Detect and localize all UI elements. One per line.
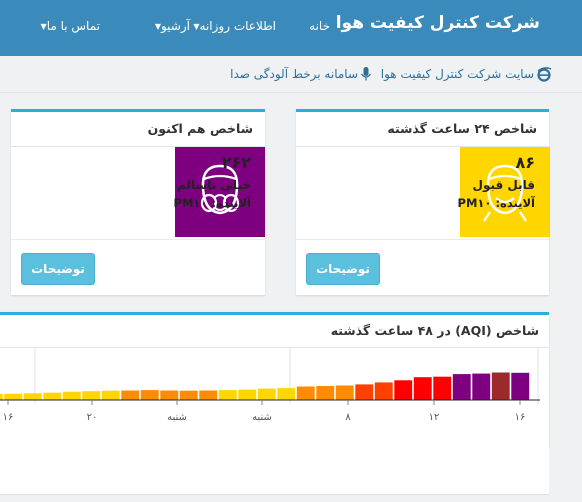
card-now-index: شاخص هم اکنون ۲۶۲ خیلی ناسالم آلاینده: P… [11, 109, 265, 295]
aqi-status: قابل قبول [472, 178, 535, 192]
x-tick-label: ۱۲ [429, 412, 440, 423]
x-tick-label: ۱۶ [515, 412, 526, 423]
chart-bar[interactable] [43, 392, 62, 400]
caret-down-icon: ▼ [154, 22, 161, 31]
card-24h-index: شاخص ۲۴ ساعت گذشته ۸۶ قابل قبول آلاینده:… [296, 109, 550, 295]
chart-bar[interactable] [472, 373, 491, 400]
aqi-bar-chart: ۱۶ ۱۲ ۸ شنبه شنبه ۲۰ ۱۶ [0, 348, 540, 423]
chart-bar[interactable] [433, 376, 452, 400]
nav-archive[interactable]: آرشیو▼ [153, 19, 190, 33]
caret-down-icon: ▼ [193, 22, 200, 31]
noise-system-label: سامانه برخط آلودگی صدا [230, 67, 358, 81]
card-24h-body: ۸۶ قابل قبول آلاینده: PM۱۰ [296, 147, 550, 240]
card-now-title: شاخص هم اکنون [11, 112, 265, 147]
nav-home-label: خانه [309, 19, 330, 33]
nav-archive-label: آرشیو [160, 19, 190, 33]
microphone-icon [360, 67, 372, 81]
company-site-label: سایت شرکت کنترل کیفیت هوا [380, 67, 534, 81]
details-button[interactable]: توضیحات [21, 253, 95, 285]
chart-bar[interactable] [374, 382, 393, 400]
chart-bar[interactable] [160, 390, 179, 401]
aqi-color-tile [460, 147, 550, 237]
chart-bar[interactable] [238, 389, 257, 400]
nav-daily-info-label: اطلاعات روزانه [199, 19, 276, 33]
card-now-body: ۲۶۲ خیلی ناسالم آلاینده: PM۱۰ [11, 147, 265, 240]
chart-bar[interactable] [296, 386, 315, 401]
chart-bar[interactable] [140, 390, 159, 400]
details-button[interactable]: توضیحات [306, 253, 380, 285]
chart-bar[interactable] [277, 388, 296, 400]
face-smile-icon [483, 164, 527, 222]
chart-bar[interactable] [355, 384, 374, 400]
card-24h-info: ۸۶ قابل قبول آلاینده: PM۱۰ [458, 153, 535, 210]
nav-contact-label: تماس با ما [46, 19, 100, 33]
x-tick-label: ۲۰ [87, 412, 98, 423]
aqi-status: خیلی ناسالم [177, 178, 251, 192]
chart-bar[interactable] [82, 391, 101, 400]
chart-bar[interactable] [394, 380, 413, 400]
nav-daily-info[interactable]: اطلاعات روزانه▼ [191, 19, 276, 33]
brand-title[interactable]: شرکت کنترل کیفیت هوا [335, 13, 540, 33]
chart-bar[interactable] [4, 393, 23, 400]
aqi-48h-chart-card: شاخص (AQI) در ۴۸ ساعت گذشته ۱۶ ۱۲ ۸ شنبه شنب… [0, 312, 549, 447]
chart-title: شاخص (AQI) در ۴۸ ساعت گذشته [0, 315, 549, 348]
aqi-color-tile [175, 147, 265, 237]
aqi-value: ۸۶ [515, 153, 535, 172]
gas-mask-icon [200, 164, 240, 215]
card-now-info: ۲۶۲ خیلی ناسالم آلاینده: PM۱۰ [174, 153, 251, 210]
nav-home[interactable]: خانه [309, 19, 330, 33]
internet-explorer-icon [537, 67, 552, 82]
chart-bar[interactable] [491, 372, 510, 401]
chart-bar[interactable] [23, 393, 42, 400]
aqi-value: ۲۶۲ [221, 153, 251, 172]
x-tick-label: شنبه [167, 412, 187, 423]
pollutant-label: آلاینده: PM۱۰ [173, 196, 251, 210]
top-navbar: شرکت کنترل کیفیت هوا خانه اطلاعات روزانه… [0, 0, 582, 56]
x-tick-label: ۱۶ [3, 412, 14, 423]
x-tick-label: شنبه [252, 412, 272, 423]
chart-bar[interactable] [413, 377, 432, 400]
chart-bar[interactable] [0, 394, 3, 400]
chart-bar[interactable] [199, 390, 218, 401]
chart-bar[interactable] [511, 372, 530, 400]
chart-bar[interactable] [316, 386, 335, 400]
pollutant-label: آلاینده: PM۱۰ [457, 196, 535, 210]
noise-system-link[interactable]: سامانه برخط آلودگی صدا [230, 66, 372, 82]
nav-contact[interactable]: تماس با ما▼ [39, 19, 100, 33]
chart-bar[interactable] [179, 390, 198, 400]
chart-bar[interactable] [452, 374, 471, 400]
company-site-link[interactable]: سایت شرکت کنترل کیفیت هوا [381, 66, 552, 82]
chart-bar[interactable] [62, 391, 81, 400]
caret-down-icon: ▼ [40, 22, 47, 31]
chart-bar[interactable] [257, 388, 276, 400]
chart-bar[interactable] [335, 385, 354, 401]
chart-bar[interactable] [121, 390, 140, 401]
bottom-panel [0, 446, 549, 495]
chart-bar[interactable] [101, 390, 120, 400]
x-tick-label: ۸ [345, 412, 351, 423]
card-24h-title: شاخص ۲۴ ساعت گذشته [296, 112, 549, 147]
sub-navigation: سایت شرکت کنترل کیفیت هوا سامانه برخط آل… [0, 56, 582, 93]
chart-bar[interactable] [218, 390, 237, 400]
